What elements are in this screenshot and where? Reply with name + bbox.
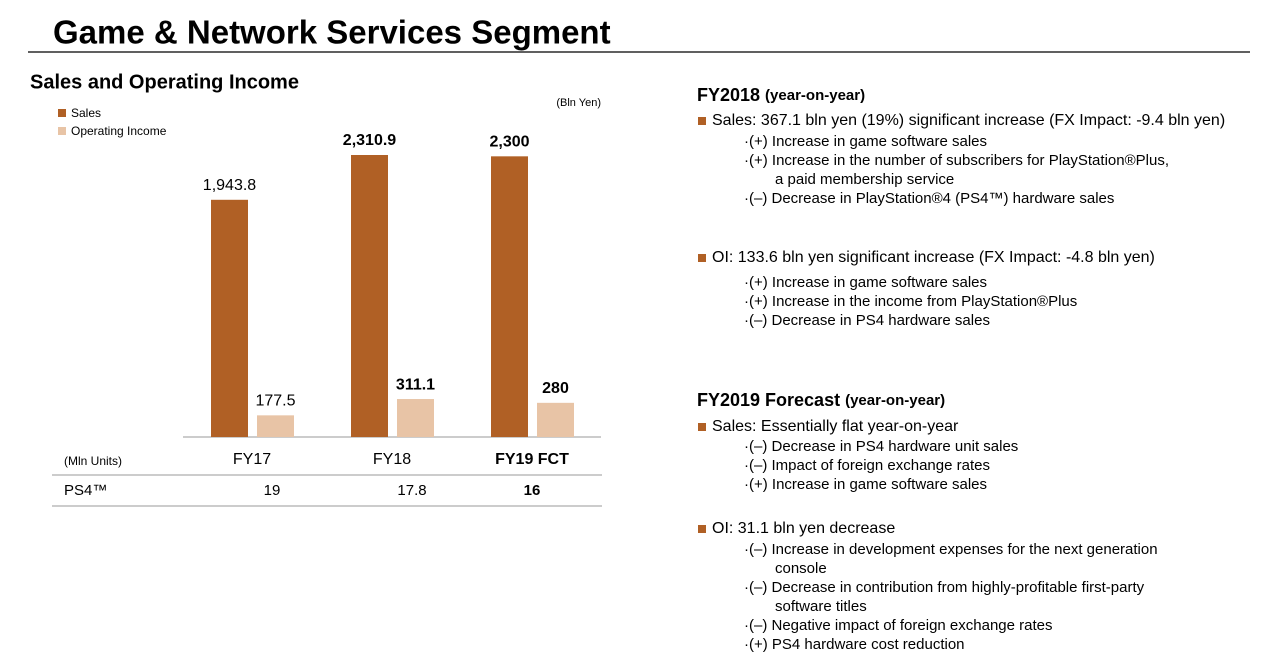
bar (491, 156, 528, 437)
sub-item: software titles (775, 598, 867, 615)
bullet (698, 525, 706, 533)
heading-text: FY2019 Forecast (697, 390, 840, 410)
value-label: 311.1 (396, 376, 435, 393)
item-text: OI: 133.6 bln yen significant increase (… (712, 249, 1155, 266)
slide-title: Game & Network Services Segment (53, 14, 611, 51)
sub-item: ·(–) Impact of foreign exchange rates (744, 457, 990, 474)
value-label: 1,943.8 (203, 177, 256, 194)
sub-item: ·(–) Decrease in PS4 hardware sales (744, 312, 990, 329)
value-label: 2,300 (489, 134, 529, 151)
bar (351, 155, 388, 437)
value-label: 2,310.9 (343, 132, 396, 149)
sub-item: ·(–) Decrease in PlayStation®4 (PS4™) ha… (744, 190, 1114, 207)
table-row-label: PS4™ (64, 482, 107, 499)
sub-item: ·(–) Decrease in contribution from highl… (744, 579, 1145, 596)
heading-note: (year-on-year) (845, 392, 945, 409)
x-tick-label: FY18 (373, 451, 411, 468)
unit-label: (Bln Yen) (556, 97, 601, 109)
bullet (698, 254, 706, 262)
heading-note: (year-on-year) (765, 87, 865, 104)
sub-item: ·(+) Increase in the income from PlaySta… (744, 293, 1077, 310)
item-text: Sales: Essentially flat year-on-year (712, 418, 959, 435)
section-heading: FY2019 Forecast (year-on-year) (697, 390, 945, 410)
value-label: 177.5 (255, 393, 295, 410)
sub-item: ·(–) Decrease in PS4 hardware unit sales (744, 438, 1018, 455)
legend-label: Sales (71, 106, 101, 120)
bar (537, 402, 574, 437)
section-heading: FY2018 (year-on-year) (697, 85, 865, 105)
bar (211, 199, 248, 437)
sub-item: ·(+) Increase in game software sales (744, 476, 987, 493)
legend-swatch (58, 127, 66, 135)
table-cell: 17.8 (397, 482, 426, 499)
legend-swatch (58, 109, 66, 117)
x-tick-label: FY19 FCT (495, 451, 569, 468)
legend-label: Operating Income (71, 124, 167, 138)
sub-item: ·(+) PS4 hardware cost reduction (744, 636, 965, 653)
table-cell: 16 (524, 482, 541, 499)
table-cell: 19 (264, 482, 281, 499)
sub-item: ·(+) Increase in game software sales (744, 274, 987, 291)
item-text: Sales: 367.1 bln yen (19%) significant i… (712, 112, 1225, 129)
bar (397, 399, 434, 437)
sub-item: ·(–) Increase in development expenses fo… (744, 541, 1158, 558)
value-label: 280 (542, 380, 569, 397)
sub-item: ·(+) Increase in game software sales (744, 133, 987, 150)
sub-item: a paid membership service (775, 171, 954, 188)
table-unit: (Mln Units) (64, 454, 122, 468)
sub-item: ·(+) Increase in the number of subscribe… (744, 152, 1169, 169)
chart-title: Sales and Operating Income (30, 71, 299, 93)
item-text: OI: 31.1 bln yen decrease (712, 520, 895, 537)
sub-item: console (775, 560, 827, 577)
x-tick-label: FY17 (233, 451, 271, 468)
sub-item: ·(–) Negative impact of foreign exchange… (744, 617, 1053, 634)
bullet (698, 117, 706, 125)
heading-text: FY2018 (697, 85, 760, 105)
bar (257, 415, 294, 437)
bullet (698, 423, 706, 431)
